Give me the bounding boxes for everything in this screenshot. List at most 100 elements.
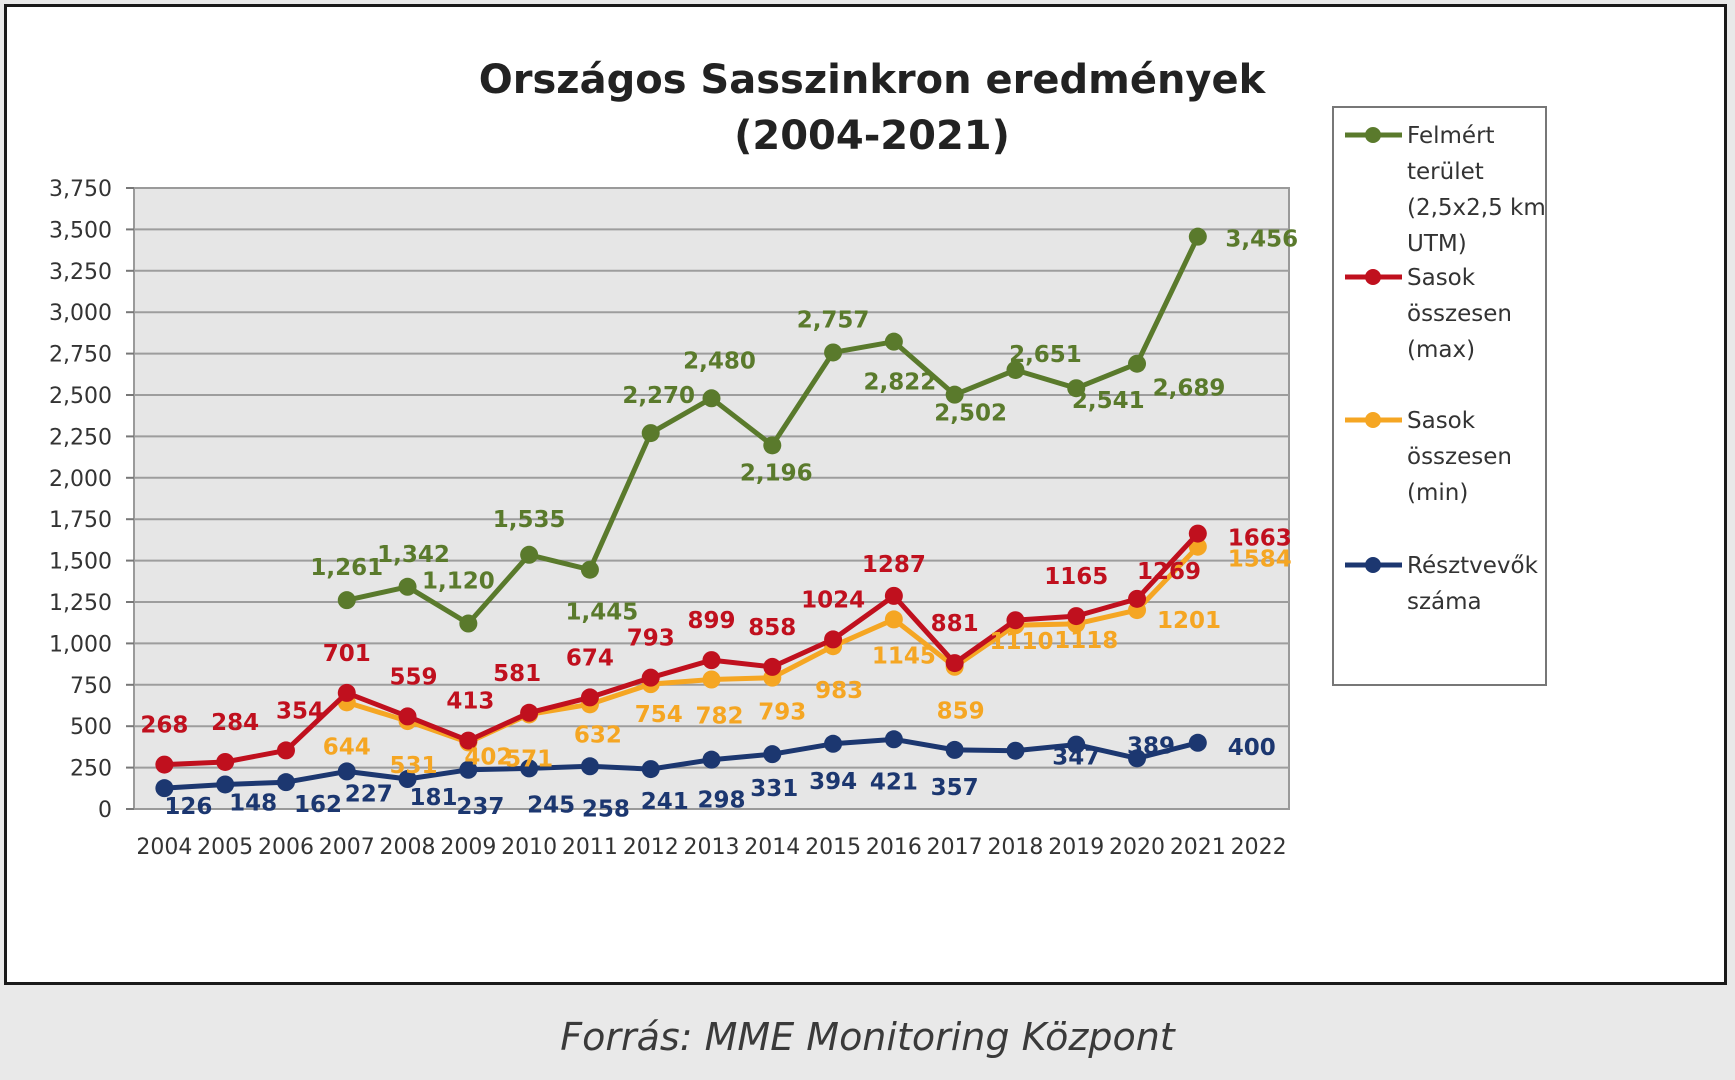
data-label: 674 [566, 645, 614, 671]
data-point [702, 750, 721, 769]
data-label: 2,270 [622, 383, 695, 409]
x-tick-label: 2018 [987, 835, 1043, 860]
legend-swatch-marker [1365, 412, 1381, 428]
y-tick-label: 3,000 [49, 301, 112, 326]
legend-label: Felmért [1407, 123, 1495, 149]
data-point [763, 436, 782, 455]
y-tick-label: 1,000 [49, 632, 112, 657]
legend-label: (2,5x2,5 km [1407, 195, 1546, 221]
data-label: 632 [574, 722, 622, 748]
data-label: 2,480 [683, 348, 756, 374]
data-point [580, 757, 599, 776]
data-label: 2,541 [1072, 388, 1145, 414]
legend-label: Sasok [1407, 408, 1476, 434]
data-point [1128, 354, 1147, 373]
data-point [824, 343, 843, 362]
data-label: 1024 [801, 587, 865, 613]
data-label: 701 [323, 641, 371, 667]
data-label: 1,120 [422, 569, 495, 595]
data-point [702, 651, 721, 670]
data-point [945, 385, 964, 404]
data-point [337, 683, 356, 702]
y-tick-label: 500 [70, 715, 112, 740]
x-tick-label: 2022 [1231, 835, 1287, 860]
data-label: 2,502 [934, 401, 1007, 427]
data-label: 1584 [1228, 547, 1292, 573]
data-label: 559 [390, 664, 438, 690]
y-tick-label: 2,750 [49, 343, 112, 368]
y-tick-label: 0 [98, 798, 112, 823]
y-tick-label: 250 [70, 757, 112, 782]
data-label: 148 [229, 790, 277, 816]
x-tick-label: 2009 [440, 835, 496, 860]
y-tick-label: 1,500 [49, 550, 112, 575]
data-label: 571 [505, 746, 553, 772]
data-label: 858 [748, 615, 796, 641]
x-tick-label: 2014 [744, 835, 800, 860]
data-label: 331 [750, 776, 798, 802]
chart-title: Országos Sasszinkron eredmények [479, 57, 1267, 103]
data-point [1188, 537, 1207, 556]
data-point [1006, 741, 1025, 760]
data-point [216, 775, 235, 794]
data-point [398, 577, 417, 596]
data-point [945, 654, 964, 673]
data-label: 3,456 [1225, 227, 1298, 253]
data-point [216, 752, 235, 771]
axes: 0 250 500 750 1,000 1,250 1,500 1,750 2,000 2,250… [49, 177, 1287, 860]
data-label: 1,445 [566, 600, 639, 626]
series-group [155, 227, 1207, 798]
data-label: 531 [390, 753, 438, 779]
data-label: 2,196 [740, 460, 813, 486]
data-point [520, 703, 539, 722]
data-point [1067, 607, 1086, 626]
data-point [1128, 589, 1147, 608]
data-point [459, 614, 478, 633]
legend-label: összesen [1407, 444, 1512, 470]
x-tick-label: 2006 [258, 835, 314, 860]
data-label: 394 [809, 769, 857, 795]
data-label: 357 [931, 775, 979, 801]
x-tick-label: 2005 [197, 835, 253, 860]
series-line [164, 531, 1200, 768]
data-point [641, 760, 660, 779]
y-tick-label: 750 [70, 674, 112, 699]
data-label: 581 [493, 661, 541, 687]
data-point [641, 668, 660, 687]
data-label: 237 [456, 794, 504, 820]
legend: Felmért terület (2,5x2,5 km UTM) Sasok összes… [1345, 123, 1546, 615]
data-point [337, 762, 356, 781]
data-label: 284 [211, 710, 259, 736]
data-label: 1201 [1157, 608, 1221, 634]
data-point [459, 760, 478, 779]
data-label: 1,342 [377, 542, 450, 568]
y-tick-label: 2,500 [49, 384, 112, 409]
line-chart: Országos Sasszinkron eredmények (2004-20… [49, 57, 1547, 860]
legend-label: (min) [1407, 480, 1468, 506]
data-point [580, 560, 599, 579]
x-tick-label: 2020 [1109, 835, 1165, 860]
x-tick-label: 2021 [1170, 835, 1226, 860]
legend-label: Sasok [1407, 265, 1476, 291]
data-label: 258 [582, 796, 630, 822]
plot-area [133, 187, 1290, 810]
x-tick-label: 2010 [501, 835, 557, 860]
y-tick-label: 3,250 [49, 260, 112, 285]
data-point [824, 630, 843, 649]
data-label: 859 [937, 699, 985, 725]
data-label: 1,261 [310, 555, 383, 581]
legend-label: (max) [1407, 337, 1475, 363]
data-point [945, 740, 964, 759]
data-label: 1,535 [493, 507, 566, 533]
y-tick-label: 3,750 [49, 177, 112, 202]
data-label: 1269 [1137, 559, 1201, 585]
y-tick-label: 2,250 [49, 425, 112, 450]
data-point [520, 759, 539, 778]
legend-label: terület [1407, 159, 1484, 185]
data-label: 881 [931, 611, 979, 637]
data-point [1067, 379, 1086, 398]
data-point [155, 779, 174, 798]
data-label: 2,757 [797, 307, 870, 333]
y-tick-label: 1,750 [49, 508, 112, 533]
